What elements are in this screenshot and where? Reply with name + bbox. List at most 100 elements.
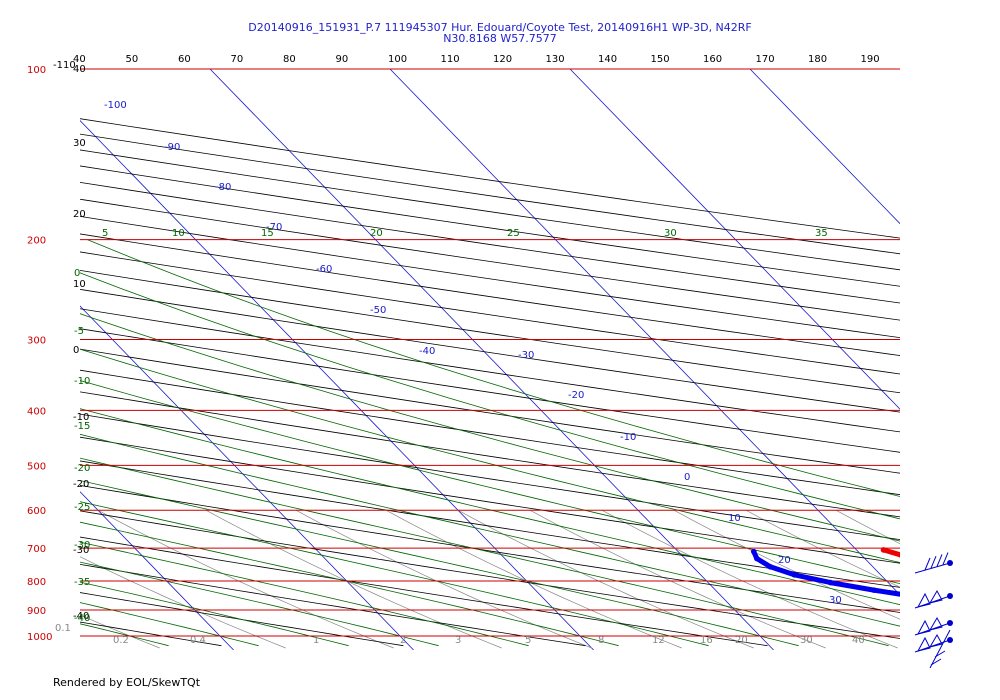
- pressure-label: 800: [27, 577, 46, 588]
- dry-adiabat-line: [80, 563, 586, 647]
- dry-adiabat-label: -30: [74, 540, 90, 551]
- temperature-profile-point: [951, 577, 957, 583]
- wind-barb: [914, 589, 953, 609]
- isotherm-line: [389, 69, 900, 596]
- wind-barb-pennant: [917, 636, 931, 652]
- mixing-ratio-line: [80, 614, 160, 649]
- dry-adiabat-line: [80, 181, 900, 304]
- wind-barbs: [914, 552, 953, 669]
- mixing-ratio-line: [295, 509, 592, 649]
- mixing-ratio-line: [97, 509, 394, 649]
- temperature-profile-point: [994, 592, 1000, 598]
- dry-adiabat-line: [80, 215, 900, 339]
- chart-title-block: D20140916_151931_P.7 111945307 Hur. Edou…: [0, 22, 1000, 44]
- mixing-ratio-label: 1: [313, 635, 319, 646]
- mixing-ratio-label: 16: [700, 635, 713, 646]
- dry-adiabat-line: [80, 198, 900, 321]
- mixing-ratio-label: 0.2: [113, 635, 129, 646]
- dry-adiabat-line: [80, 592, 404, 647]
- chart-subtitle: N30.8168 W57.7577: [443, 32, 557, 45]
- dry-adiabat-line: [80, 288, 900, 413]
- dewpoint-profile-point: [750, 548, 757, 555]
- pressure-label: 200: [27, 236, 46, 247]
- dewpoint-profile-point: [767, 563, 774, 570]
- isotherm-label: -50: [370, 305, 386, 316]
- left-temp-label: -10: [73, 412, 89, 423]
- isotherm-label: -10: [620, 432, 636, 443]
- moist-adiabat-line: [80, 408, 900, 606]
- wind-barb-pennant: [917, 592, 931, 608]
- temperature-profile-point: [880, 547, 887, 553]
- wind-barb-pennant: [928, 633, 943, 648]
- mixing-ratio-line: [457, 509, 754, 649]
- top-temp-label: 50: [126, 54, 139, 65]
- pressure-label: 700: [27, 544, 46, 555]
- left-temp-label: -30: [73, 545, 89, 556]
- sounding-profiles: [750, 547, 1000, 608]
- mixing-ratio-label: 30: [800, 635, 813, 646]
- mixing-ratio-line: [835, 509, 900, 545]
- moist-adiabat-line: [80, 348, 900, 563]
- isotherm-line: [80, 119, 594, 650]
- mixing-ratio-label: 5: [525, 635, 531, 646]
- isotherm-label: 0: [684, 472, 690, 483]
- wind-barb-pennant: [928, 589, 943, 604]
- dewpoint-profile-point: [754, 555, 760, 562]
- dry-adiabat-label: 0: [74, 268, 80, 279]
- top-temp-label: 110: [441, 54, 460, 65]
- top-temp-label: 70: [231, 54, 244, 65]
- wind-barb-feather: [934, 650, 946, 658]
- left-temp-label: 0: [73, 345, 79, 356]
- isotherm-label: -30: [518, 350, 534, 361]
- dry-adiabat-label: -40: [74, 613, 90, 624]
- mixing-ratio-line: [385, 509, 682, 649]
- mixing-ratio-line: [529, 509, 826, 649]
- dry-adiabat-line: [80, 413, 900, 541]
- moist-adiabat-label: 25: [507, 228, 520, 239]
- wind-barb-feather: [936, 554, 943, 567]
- isotherm-label: -60: [316, 264, 332, 275]
- left-temp-label: 30: [73, 138, 86, 149]
- dry-adiabat-label: -10: [74, 376, 90, 387]
- isotherm-label: -40: [419, 346, 435, 357]
- dry-adiabat-line: [80, 485, 900, 613]
- temperature-profile-point: [934, 569, 940, 575]
- mixing-ratio-label: 12: [652, 635, 665, 646]
- moist-adiabat-line: [80, 272, 900, 520]
- dry-adiabat-label: -25: [74, 502, 90, 513]
- footer-credit: Rendered by EOL/SkewTQt: [53, 676, 201, 689]
- dry-adiabat-label: -35: [74, 577, 90, 588]
- isobar-lines: [80, 68, 900, 637]
- top-temp-label: 40: [73, 54, 86, 65]
- dewpoint-profile-point: [964, 602, 970, 608]
- pressure-label: 600: [27, 506, 46, 517]
- mixing-ratio-label: 8: [598, 635, 604, 646]
- wind-barb-feather: [930, 556, 937, 569]
- isotherm-label: -100: [104, 100, 127, 111]
- wind-barb-pennant: [917, 619, 931, 635]
- dewpoint-profile-point: [827, 579, 834, 586]
- top-temp-label: 160: [703, 54, 722, 65]
- mixing-ratio-line: [962, 510, 1000, 648]
- temperature-profile-point: [971, 584, 977, 590]
- top-temp-label: 100: [388, 54, 407, 65]
- isotherm-line: [80, 491, 234, 650]
- dry-adiabat-line: [80, 510, 900, 639]
- moist-adiabat-line: [80, 313, 900, 542]
- moist-adiabat-label: 30: [664, 228, 677, 239]
- isotherm-label: -70: [266, 222, 282, 233]
- dewpoint-profile-point: [871, 587, 877, 593]
- dry-adiabat-line: [0, 56, 39, 645]
- moist-adiabat-label: 5: [102, 228, 108, 239]
- mixing-ratio-line: [80, 556, 286, 649]
- top-temp-label: 170: [756, 54, 775, 65]
- dry-adiabat-label: -15: [74, 421, 90, 432]
- isotherm-line: [749, 69, 900, 225]
- wind-barb: [914, 552, 953, 574]
- pressure-label: 500: [27, 461, 46, 472]
- top-temp-label: 130: [546, 54, 565, 65]
- pressure-label: 300: [27, 336, 46, 347]
- top-temp-label: 60: [178, 54, 191, 65]
